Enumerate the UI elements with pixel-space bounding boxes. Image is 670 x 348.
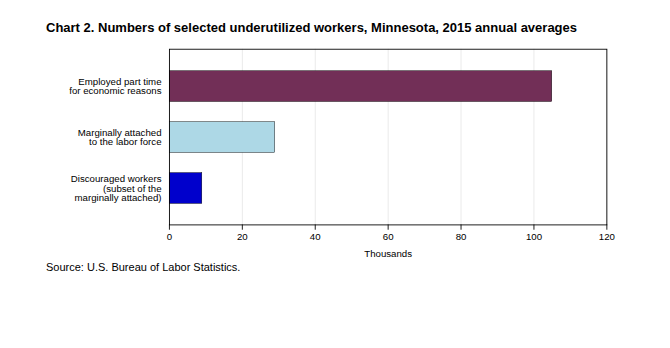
- svg-text:Thousands: Thousands: [364, 248, 412, 259]
- svg-text:Discouraged workers(subset of: Discouraged workers(subset of themargina…: [71, 172, 162, 202]
- svg-text:Marginally attachedto the labo: Marginally attachedto the labor force: [78, 126, 162, 147]
- svg-text:80: 80: [456, 230, 467, 241]
- html-text:Chart 2. Numbers of selected u: Chart 2. Numbers of selected underutiliz…: [46, 20, 577, 35]
- svg-text:0: 0: [167, 230, 172, 241]
- svg-text:100: 100: [526, 230, 542, 241]
- html-text:Source: U.S. Bureau of Labor S: Source: U.S. Bureau of Labor Statistics.: [46, 261, 241, 274]
- svg-text:40: 40: [310, 230, 321, 241]
- svg-text:60: 60: [383, 230, 394, 241]
- svg-text:Employed part timefor economic: Employed part timefor economic reasons: [69, 75, 161, 96]
- svg-text:20: 20: [237, 230, 248, 241]
- svg-text:120: 120: [599, 230, 615, 241]
